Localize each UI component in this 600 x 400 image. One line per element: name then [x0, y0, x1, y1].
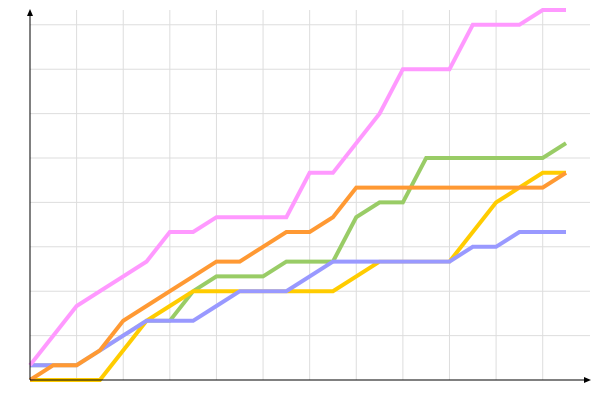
series-line-2 [30, 170, 566, 382]
x-axis-arrow-icon [584, 377, 591, 383]
y-axis-arrow-icon [27, 9, 33, 16]
axes [27, 9, 591, 383]
series-lines [28, 8, 568, 382]
series-line-3 [30, 230, 566, 368]
series-line-5 [28, 8, 566, 367]
series-line-1 [30, 141, 568, 368]
series-line-4 [28, 171, 568, 382]
